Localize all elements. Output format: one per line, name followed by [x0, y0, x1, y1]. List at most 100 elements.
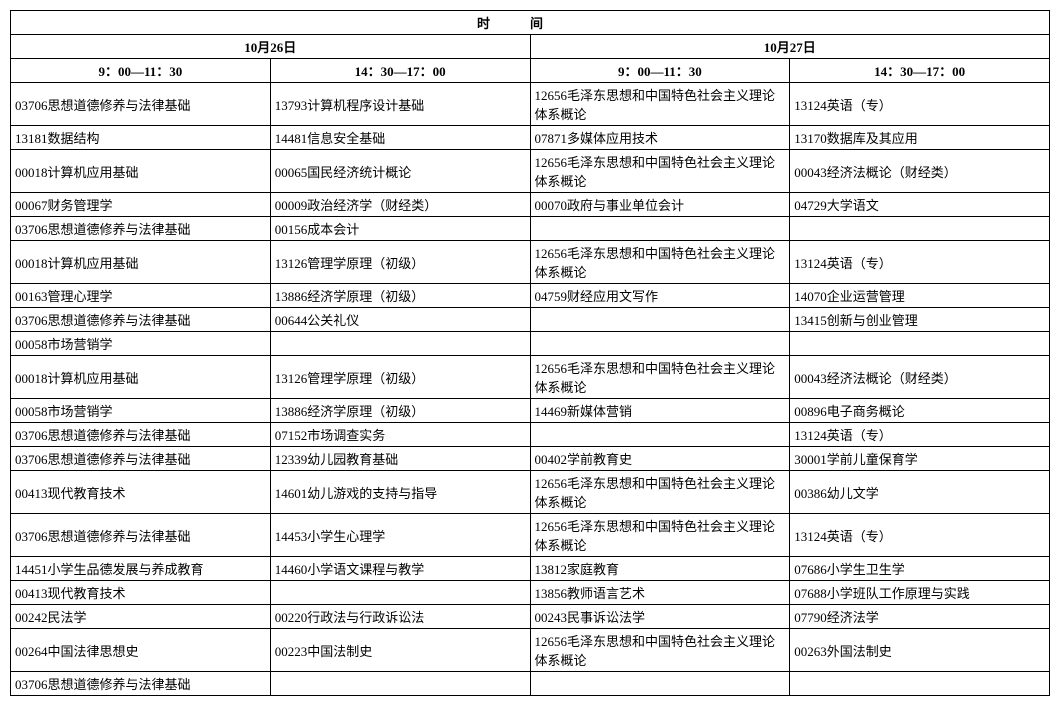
cell: 00058市场营销学: [11, 399, 271, 423]
cell: 00070政府与事业单位会计: [530, 193, 790, 217]
cell: [790, 217, 1050, 241]
cell: 13415创新与创业管理: [790, 308, 1050, 332]
cell: 13170数据库及其应用: [790, 126, 1050, 150]
cell: 13886经济学原理（初级）: [270, 399, 530, 423]
cell: [270, 672, 530, 696]
table-row: 00413现代教育技术 13856教师语言艺术 07688小学班队工作原理与实践: [11, 581, 1050, 605]
table-row: 00058市场营销学: [11, 332, 1050, 356]
cell: 00386幼儿文学: [790, 471, 1050, 514]
table-row: 13181数据结构 14481信息安全基础 07871多媒体应用技术 13170…: [11, 126, 1050, 150]
cell: 14453小学生心理学: [270, 514, 530, 557]
day2-header: 10月27日: [530, 35, 1050, 59]
cell: 00413现代教育技术: [11, 581, 271, 605]
cell: 04729大学语文: [790, 193, 1050, 217]
cell: [790, 332, 1050, 356]
cell: 00018计算机应用基础: [11, 241, 271, 284]
cell: 00264中国法律思想史: [11, 629, 271, 672]
cell: 03706思想道德修养与法律基础: [11, 514, 271, 557]
cell: 04759财经应用文写作: [530, 284, 790, 308]
cell: 12656毛泽东思想和中国特色社会主义理论体系概论: [530, 514, 790, 557]
cell: 13124英语（专）: [790, 514, 1050, 557]
table-row: 03706思想道德修养与法律基础: [11, 672, 1050, 696]
cell: 07871多媒体应用技术: [530, 126, 790, 150]
cell: [530, 332, 790, 356]
cell: 07790经济法学: [790, 605, 1050, 629]
table-row: 03706思想道德修养与法律基础 13793计算机程序设计基础 12656毛泽东…: [11, 83, 1050, 126]
cell: 00058市场营销学: [11, 332, 271, 356]
cell: 13812家庭教育: [530, 557, 790, 581]
cell: 00413现代教育技术: [11, 471, 271, 514]
title-cell: 时间: [11, 11, 1050, 35]
table-row: 00242民法学 00220行政法与行政诉讼法 00243民事诉讼法学 0779…: [11, 605, 1050, 629]
cell: 30001学前儿童保育学: [790, 447, 1050, 471]
cell: 00065国民经济统计概论: [270, 150, 530, 193]
cell: 12656毛泽东思想和中国特色社会主义理论体系概论: [530, 356, 790, 399]
cell: 00263外国法制史: [790, 629, 1050, 672]
slot4-header: 14：30—17：00: [790, 59, 1050, 83]
cell: [270, 332, 530, 356]
cell: 07688小学班队工作原理与实践: [790, 581, 1050, 605]
slot3-header: 9：00—11：30: [530, 59, 790, 83]
table-row: 00058市场营销学 13886经济学原理（初级） 14469新媒体营销 008…: [11, 399, 1050, 423]
cell: 00009政治经济学（财经类）: [270, 193, 530, 217]
table-row: 14451小学生品德发展与养成教育 14460小学语文课程与教学 13812家庭…: [11, 557, 1050, 581]
cell: 12656毛泽东思想和中国特色社会主义理论体系概论: [530, 150, 790, 193]
table-row: 时间: [11, 11, 1050, 35]
table-row: 00163管理心理学 13886经济学原理（初级） 04759财经应用文写作 1…: [11, 284, 1050, 308]
cell: 00156成本会计: [270, 217, 530, 241]
table-row: 00264中国法律思想史 00223中国法制史 12656毛泽东思想和中国特色社…: [11, 629, 1050, 672]
cell: 03706思想道德修养与法律基础: [11, 447, 271, 471]
cell: 12656毛泽东思想和中国特色社会主义理论体系概论: [530, 629, 790, 672]
cell: 03706思想道德修养与法律基础: [11, 423, 271, 447]
cell: 07686小学生卫生学: [790, 557, 1050, 581]
cell: 12656毛泽东思想和中国特色社会主义理论体系概论: [530, 471, 790, 514]
cell: 14451小学生品德发展与养成教育: [11, 557, 271, 581]
cell: 13124英语（专）: [790, 83, 1050, 126]
cell: 12656毛泽东思想和中国特色社会主义理论体系概论: [530, 241, 790, 284]
cell: 00242民法学: [11, 605, 271, 629]
cell: 07152市场调查实务: [270, 423, 530, 447]
cell: [270, 581, 530, 605]
cell: 00243民事诉讼法学: [530, 605, 790, 629]
cell: 00043经济法概论（财经类）: [790, 356, 1050, 399]
cell: 00223中国法制史: [270, 629, 530, 672]
slot2-header: 14：30—17：00: [270, 59, 530, 83]
table-row: 9：00—11：30 14：30—17：00 9：00—11：30 14：30—…: [11, 59, 1050, 83]
cell: 14481信息安全基础: [270, 126, 530, 150]
cell: 12339幼儿园教育基础: [270, 447, 530, 471]
cell: 00018计算机应用基础: [11, 356, 271, 399]
table-row: 03706思想道德修养与法律基础 07152市场调查实务 13124英语（专）: [11, 423, 1050, 447]
table-row: 00018计算机应用基础 00065国民经济统计概论 12656毛泽东思想和中国…: [11, 150, 1050, 193]
table-row: 00018计算机应用基础 13126管理学原理（初级） 12656毛泽东思想和中…: [11, 356, 1050, 399]
cell: 00402学前教育史: [530, 447, 790, 471]
cell: [530, 217, 790, 241]
cell: 03706思想道德修养与法律基础: [11, 308, 271, 332]
cell: 13181数据结构: [11, 126, 271, 150]
cell: 12656毛泽东思想和中国特色社会主义理论体系概论: [530, 83, 790, 126]
cell: 00220行政法与行政诉讼法: [270, 605, 530, 629]
cell: 14469新媒体营销: [530, 399, 790, 423]
cell: 13793计算机程序设计基础: [270, 83, 530, 126]
table-row: 03706思想道德修养与法律基础 12339幼儿园教育基础 00402学前教育史…: [11, 447, 1050, 471]
cell: 13886经济学原理（初级）: [270, 284, 530, 308]
cell: 00644公关礼仪: [270, 308, 530, 332]
cell: 00067财务管理学: [11, 193, 271, 217]
cell: 14460小学语文课程与教学: [270, 557, 530, 581]
cell: 13126管理学原理（初级）: [270, 241, 530, 284]
cell: [790, 672, 1050, 696]
table-row: 00067财务管理学 00009政治经济学（财经类） 00070政府与事业单位会…: [11, 193, 1050, 217]
table-row: 03706思想道德修养与法律基础 14453小学生心理学 12656毛泽东思想和…: [11, 514, 1050, 557]
cell: [530, 308, 790, 332]
table-row: 10月26日 10月27日: [11, 35, 1050, 59]
cell: 13124英语（专）: [790, 423, 1050, 447]
table-row: 03706思想道德修养与法律基础 00644公关礼仪 13415创新与创业管理: [11, 308, 1050, 332]
cell: 13126管理学原理（初级）: [270, 356, 530, 399]
cell: 14601幼儿游戏的支持与指导: [270, 471, 530, 514]
table-row: 03706思想道德修养与法律基础 00156成本会计: [11, 217, 1050, 241]
cell: 00018计算机应用基础: [11, 150, 271, 193]
cell: 03706思想道德修养与法律基础: [11, 83, 271, 126]
cell: 00043经济法概论（财经类）: [790, 150, 1050, 193]
cell: 13124英语（专）: [790, 241, 1050, 284]
cell: 00896电子商务概论: [790, 399, 1050, 423]
schedule-table: 时间 10月26日 10月27日 9：00—11：30 14：30—17：00 …: [10, 10, 1050, 696]
